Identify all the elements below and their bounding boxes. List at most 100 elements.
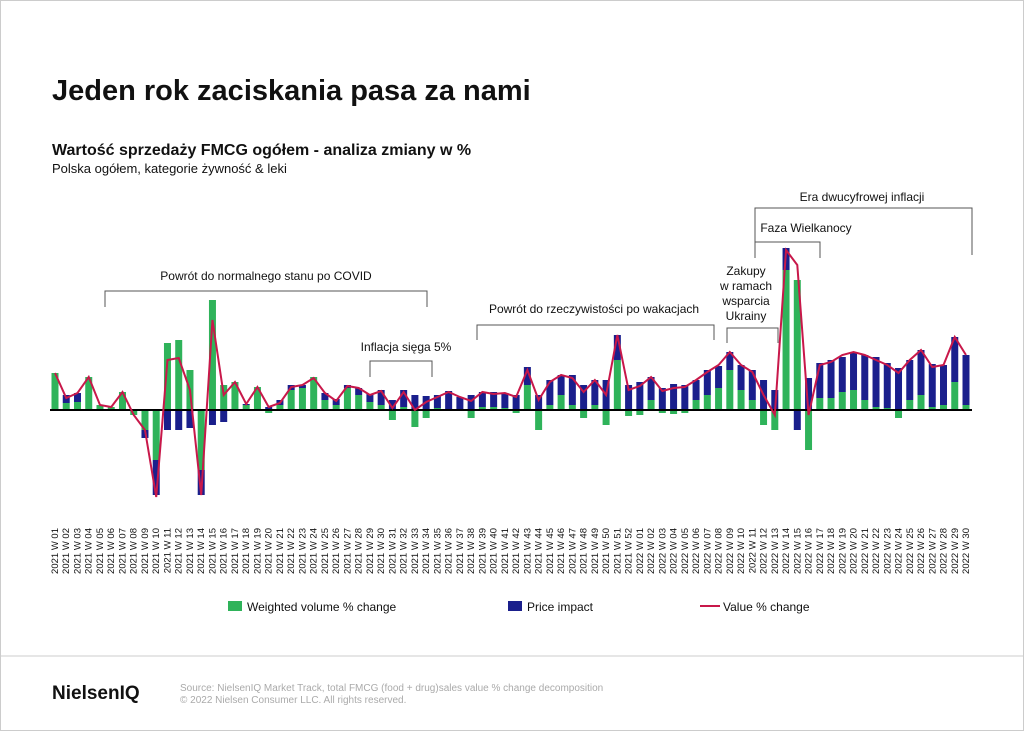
x-tick-label: 2021 W 20 bbox=[264, 528, 275, 574]
bar bbox=[456, 397, 464, 410]
bar bbox=[838, 357, 846, 392]
bar bbox=[805, 410, 813, 450]
x-tick-label: 2022 W 04 bbox=[669, 528, 680, 574]
bar bbox=[861, 400, 869, 410]
x-tick-label: 2021 W 05 bbox=[95, 528, 106, 574]
description: Polska ogółem, kategorie żywność & leki bbox=[52, 161, 287, 176]
x-tick-label: 2022 W 26 bbox=[916, 528, 927, 574]
bar bbox=[917, 350, 925, 395]
x-tick-label: 2021 W 47 bbox=[567, 528, 578, 574]
x-tick-label: 2022 W 05 bbox=[680, 528, 691, 574]
bar bbox=[242, 405, 250, 410]
x-tick-label: 2021 W 27 bbox=[342, 528, 353, 574]
bar bbox=[928, 364, 936, 407]
bar bbox=[152, 410, 160, 460]
bar bbox=[400, 390, 408, 407]
bar bbox=[73, 402, 81, 410]
x-tick-label: 2021 W 29 bbox=[365, 528, 376, 574]
x-tick-label: 2021 W 16 bbox=[219, 528, 230, 574]
bar bbox=[411, 395, 419, 410]
bar bbox=[771, 390, 779, 410]
x-tick-label: 2022 W 17 bbox=[815, 528, 826, 574]
x-tick-label: 2022 W 10 bbox=[736, 528, 747, 574]
x-tick-label: 2021 W 46 bbox=[556, 528, 567, 574]
x-tick-label: 2021 W 36 bbox=[444, 528, 455, 574]
bar bbox=[737, 390, 745, 410]
bar bbox=[602, 410, 610, 425]
bar bbox=[850, 390, 858, 410]
bar bbox=[208, 300, 216, 410]
x-tick-label: 2022 W 22 bbox=[871, 528, 882, 574]
title: Jeden rok zaciskania pasa za nami bbox=[52, 75, 531, 107]
x-tick-label: 2021 W 03 bbox=[72, 528, 83, 574]
x-tick-label: 2021 W 33 bbox=[410, 528, 421, 574]
bar bbox=[636, 410, 644, 415]
x-tick-label: 2021 W 15 bbox=[207, 528, 218, 574]
bar bbox=[861, 355, 869, 400]
bar bbox=[760, 410, 768, 425]
bar bbox=[557, 375, 565, 395]
x-tick-label: 2021 W 31 bbox=[387, 528, 398, 574]
bar bbox=[951, 337, 959, 382]
x-tick-label: 2021 W 49 bbox=[590, 528, 601, 574]
bar bbox=[827, 398, 835, 410]
bar bbox=[883, 363, 891, 408]
x-tick-label: 2021 W 11 bbox=[162, 528, 173, 573]
x-tick-label: 2021 W 40 bbox=[489, 528, 500, 574]
x-tick-label: 2022 W 01 bbox=[635, 528, 646, 574]
x-tick-label: 2021 W 10 bbox=[151, 528, 162, 574]
x-tick-label: 2022 W 12 bbox=[759, 528, 770, 574]
bar bbox=[647, 400, 655, 410]
bar bbox=[490, 407, 498, 410]
value-line bbox=[54, 247, 967, 498]
x-tick-label: 2021 W 17 bbox=[230, 528, 241, 574]
x-tick-label: 2022 W 14 bbox=[781, 528, 792, 574]
bar bbox=[501, 393, 509, 408]
bar bbox=[388, 400, 396, 410]
bar bbox=[940, 405, 948, 410]
bar bbox=[670, 384, 678, 410]
bar bbox=[467, 395, 475, 410]
bar bbox=[962, 355, 970, 405]
legend-label: Price impact bbox=[527, 600, 594, 614]
x-tick-label: 2022 W 20 bbox=[849, 528, 860, 574]
bar bbox=[377, 405, 385, 410]
x-tick-label: 2022 W 07 bbox=[702, 528, 713, 574]
x-tick-label: 2022 W 25 bbox=[905, 528, 916, 574]
source: Source: NielsenIQ Market Track, total FM… bbox=[180, 683, 603, 694]
bar bbox=[681, 385, 689, 410]
bar bbox=[422, 410, 430, 418]
bar bbox=[130, 410, 138, 415]
annotation: Powrót do rzeczywistości po wakacjach bbox=[489, 302, 699, 316]
bar bbox=[355, 388, 363, 395]
x-tick-label: 2021 W 42 bbox=[511, 528, 522, 574]
x-tick-label: 2022 W 16 bbox=[804, 528, 815, 574]
bar bbox=[298, 385, 306, 388]
bar bbox=[782, 270, 790, 410]
x-tick-label: 2022 W 24 bbox=[894, 528, 905, 574]
annotation: Powrót do normalnego stanu po COVID bbox=[160, 269, 372, 283]
copyright: © 2022 Nielsen Consumer LLC. All rights … bbox=[180, 695, 406, 706]
bar bbox=[366, 394, 374, 402]
bar bbox=[636, 382, 644, 410]
x-tick-label: 2021 W 48 bbox=[579, 528, 590, 574]
bar bbox=[175, 340, 183, 410]
bar bbox=[478, 392, 486, 407]
x-tick-label: 2021 W 52 bbox=[624, 528, 635, 574]
bar bbox=[827, 360, 835, 398]
bar bbox=[231, 382, 239, 410]
bar bbox=[692, 380, 700, 400]
bar bbox=[118, 392, 126, 410]
bar bbox=[253, 387, 261, 410]
bar bbox=[591, 380, 599, 405]
annotation: Zakupy bbox=[726, 264, 765, 278]
bar bbox=[433, 395, 441, 408]
bar bbox=[512, 395, 520, 410]
x-tick-label: 2021 W 44 bbox=[534, 528, 545, 574]
x-tick-label: 2022 W 15 bbox=[792, 528, 803, 574]
bar bbox=[73, 393, 81, 402]
bar bbox=[175, 410, 183, 430]
bar bbox=[208, 410, 216, 425]
